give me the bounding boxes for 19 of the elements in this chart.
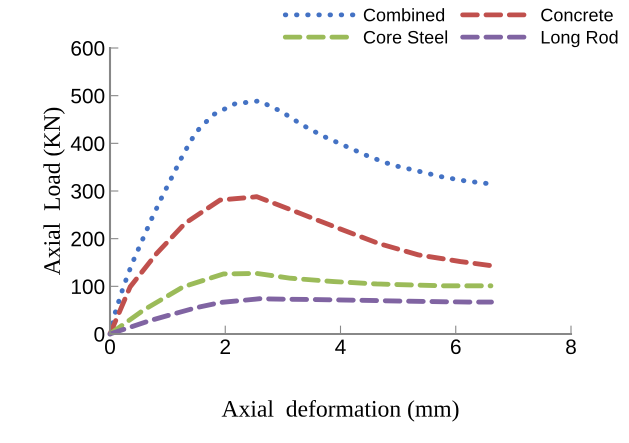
legend-label: Combined — [364, 8, 444, 22]
x-tick-label: 0 — [105, 339, 115, 354]
x-tick-label: 2 — [220, 339, 230, 354]
x-tick-label: 8 — [566, 339, 576, 354]
y-tick-label: 300 — [71, 184, 104, 199]
legend-label: Long Rod — [542, 30, 618, 48]
x-axis-title: Axial deformation (mm) — [222, 400, 458, 422]
y-axis-title: Axial Load (KN) — [43, 108, 65, 276]
legend-label: Concrete — [541, 8, 613, 22]
legend-label: Core Steel — [364, 30, 448, 44]
y-tick-label: 100 — [72, 279, 104, 294]
y-tick-label: 600 — [71, 41, 104, 56]
y-tick-label: 0 — [94, 327, 104, 342]
y-tick-label: 200 — [71, 232, 104, 246]
x-tick-label: 4 — [335, 340, 346, 354]
line-series — [108, 296, 494, 336]
x-tick-label: 6 — [451, 339, 461, 354]
y-tick-label: 400 — [70, 136, 104, 152]
y-tick-label: 500 — [71, 88, 104, 104]
